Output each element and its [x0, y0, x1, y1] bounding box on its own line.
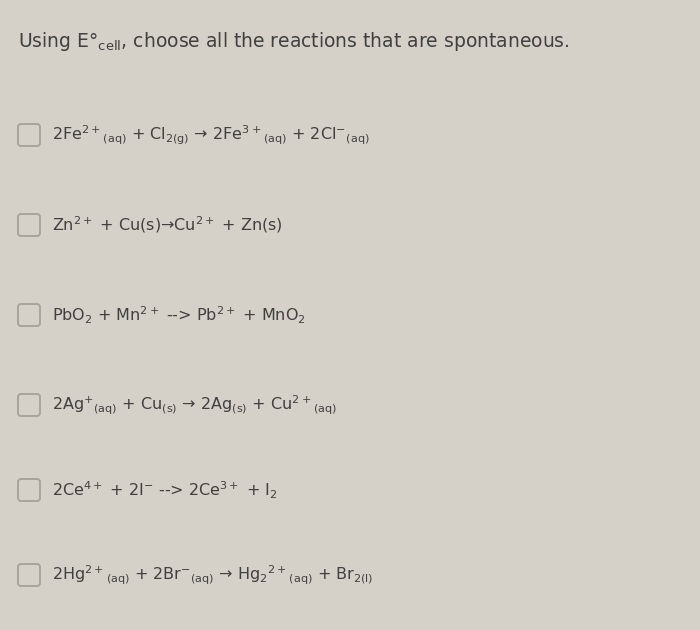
FancyBboxPatch shape	[18, 564, 40, 586]
Text: Zn$^{2+}$ + Cu(s)→Cu$^{2+}$ + Zn(s): Zn$^{2+}$ + Cu(s)→Cu$^{2+}$ + Zn(s)	[52, 215, 283, 236]
Text: PbO$_2$ + Mn$^{2+}$ --> Pb$^{2+}$ + MnO$_2$: PbO$_2$ + Mn$^{2+}$ --> Pb$^{2+}$ + MnO$…	[52, 304, 306, 326]
Text: 2Ce$^{4+}$ + 2I$^{-}$ --> 2Ce$^{3+}$ + I$_2$: 2Ce$^{4+}$ + 2I$^{-}$ --> 2Ce$^{3+}$ + I…	[52, 479, 277, 501]
FancyBboxPatch shape	[18, 214, 40, 236]
Text: 2Ag$^{+}$$_\mathregular{(aq)}$ + Cu$_\mathregular{(s)}$ → 2Ag$_\mathregular{(s)}: 2Ag$^{+}$$_\mathregular{(aq)}$ + Cu$_\ma…	[52, 393, 337, 416]
Text: 2Fe$^{2+}$$_\mathregular{(aq)}$ + Cl$_{2\mathregular{(g)}}$ → 2Fe$^{3+}$$_\mathr: 2Fe$^{2+}$$_\mathregular{(aq)}$ + Cl$_{2…	[52, 123, 370, 147]
FancyBboxPatch shape	[18, 479, 40, 501]
Text: 2Hg$^{2+}$$_\mathregular{(aq)}$ + 2Br$^{-}$$_\mathregular{(aq)}$ → Hg$_2$$^{2+}$: 2Hg$^{2+}$$_\mathregular{(aq)}$ + 2Br$^{…	[52, 563, 373, 587]
FancyBboxPatch shape	[18, 124, 40, 146]
FancyBboxPatch shape	[18, 304, 40, 326]
Text: Using E$\degree$$_{\mathregular{cell}}$, choose all the reactions that are spont: Using E$\degree$$_{\mathregular{cell}}$,…	[18, 30, 570, 53]
FancyBboxPatch shape	[18, 394, 40, 416]
